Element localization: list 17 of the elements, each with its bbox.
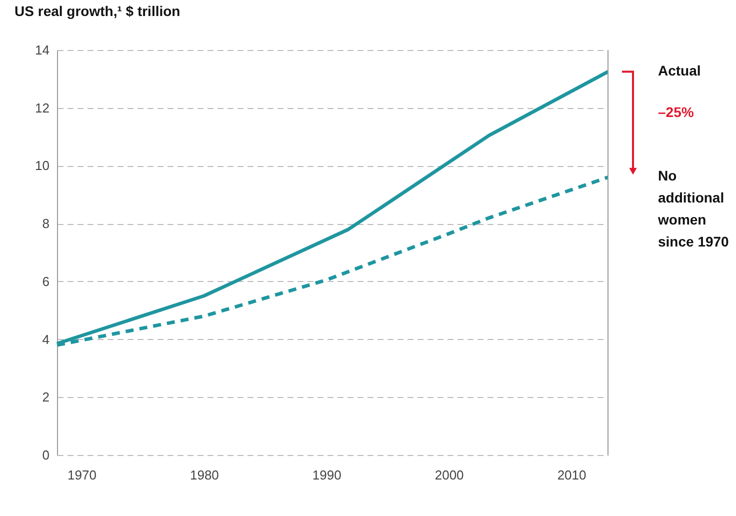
y-tick-label: 8 xyxy=(42,216,50,232)
y-tick-label: 0 xyxy=(42,448,50,462)
y-tick-label: 6 xyxy=(42,274,50,289)
x-tick-label: 1970 xyxy=(68,468,96,482)
chart-title: US real growth,¹ $ trillion xyxy=(14,3,180,19)
y-tick-label: 2 xyxy=(42,390,50,405)
y-tick-label: 12 xyxy=(35,100,50,116)
y-tick-label: 4 xyxy=(42,332,50,347)
x-tick-label: 2010 xyxy=(557,468,586,482)
x-tick-label: 1980 xyxy=(190,468,219,482)
x-tick-label: 2000 xyxy=(434,468,464,482)
y-tick-label: 14 xyxy=(35,42,50,58)
y-tick-label: 10 xyxy=(35,158,50,174)
text: –25% xyxy=(658,104,694,120)
text: Actual xyxy=(658,62,701,79)
text: No additional women since 1970 xyxy=(657,167,730,250)
x-tick-label: 1990 xyxy=(312,468,342,482)
